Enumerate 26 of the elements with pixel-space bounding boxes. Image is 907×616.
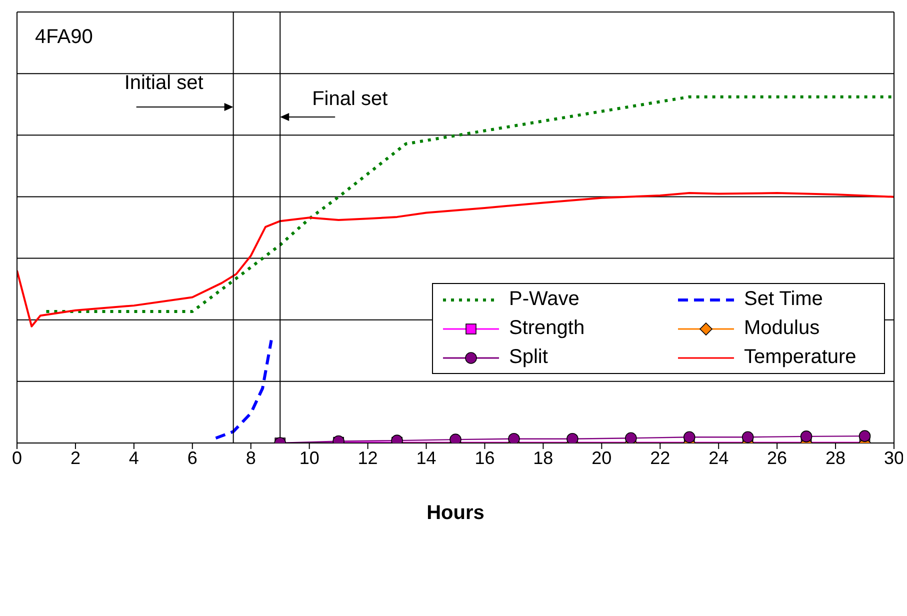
legend-label: Set Time [744,288,823,311]
x-tick-label: 24 [708,448,729,468]
x-tick-label: 14 [416,448,436,468]
x-tick-label: 12 [358,448,378,468]
x-tick-label: 4 [128,448,139,468]
legend-label: Modulus [744,317,820,340]
x-tick-label: 30 [884,448,904,468]
ref-line-label: Initial set [124,72,204,94]
x-tick-label: 26 [767,448,788,468]
legend-label: P-Wave [509,288,580,311]
legend-label: Temperature [744,346,856,369]
legend-label: Split [509,346,548,369]
x-tick-label: 16 [474,448,495,468]
legend-label: Strength [509,317,585,340]
ref-line-label: Final set [312,88,388,110]
x-tick-label: 10 [299,448,320,468]
x-tick-label: 8 [246,448,256,468]
x-tick-label: 22 [650,448,670,468]
x-tick-label: 20 [592,448,612,468]
x-tick-label: 0 [12,448,22,468]
chart-title: 4FA90 [35,26,93,49]
x-tick-label: 28 [826,448,846,468]
x-tick-label: 2 [70,448,80,468]
x-tick-label: 6 [187,448,198,468]
x-tick-label: 18 [533,448,554,468]
x-axis-title: Hours [426,502,484,524]
